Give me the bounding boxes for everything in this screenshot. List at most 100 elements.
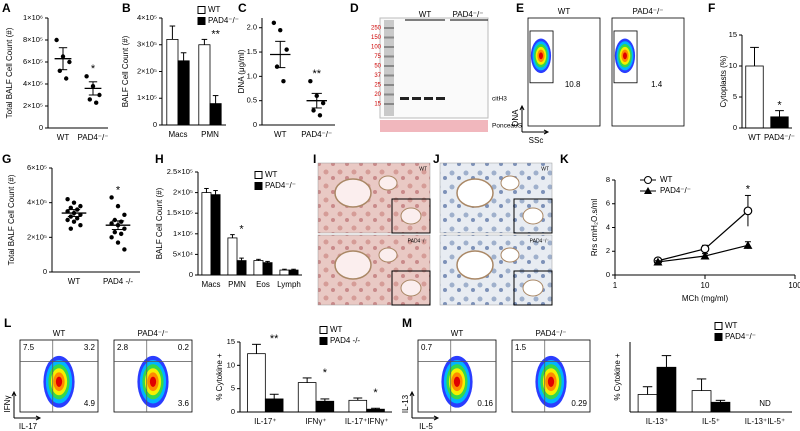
data-point xyxy=(122,226,127,231)
y-tick-label: 6×10⁵ xyxy=(23,57,43,66)
y-tick-label: 1.5×10⁵ xyxy=(167,208,193,217)
y-axis-label: Total BALF Cell Count (#) xyxy=(7,174,16,265)
protein-band xyxy=(400,97,409,100)
data-point xyxy=(71,219,77,224)
bar xyxy=(253,260,264,276)
legend-swatch xyxy=(254,182,263,190)
y-axis-label: Cytoplasts (%) xyxy=(719,55,728,107)
data-point xyxy=(653,257,663,266)
bar xyxy=(297,382,317,413)
airway xyxy=(400,279,422,297)
data-point xyxy=(320,100,326,106)
bar xyxy=(745,65,764,129)
y-tick-label: 1.5 xyxy=(247,47,257,56)
legend-label: PAD4⁻/⁻ xyxy=(660,186,691,195)
significance: * xyxy=(239,224,244,236)
significance: * xyxy=(91,63,96,75)
data-point xyxy=(271,20,277,26)
y-tick-label: 3×10⁵ xyxy=(137,40,157,49)
ladder-band xyxy=(384,103,394,105)
density-blob xyxy=(538,52,543,60)
density-blob xyxy=(55,376,63,387)
legend-marker xyxy=(644,187,652,194)
y-tick-label: 0 xyxy=(231,407,235,416)
axis-label: IFNγ xyxy=(3,396,12,413)
panel-letter: M xyxy=(402,316,412,330)
axis-arrow xyxy=(11,390,42,421)
data-point xyxy=(109,195,114,200)
ladder-band xyxy=(384,36,394,39)
ladder-band xyxy=(384,65,394,67)
x-tick-label: PAD4⁻/⁻ xyxy=(301,130,332,139)
plot-title: PAD4⁻/⁻ xyxy=(536,329,567,338)
legend-swatch xyxy=(714,322,723,330)
legend-label: WT xyxy=(725,321,738,330)
data-point xyxy=(308,79,313,84)
data-point xyxy=(78,223,83,228)
y-tick-label: 1×10⁵ xyxy=(137,93,157,102)
x-tick-label: IL-5⁺ xyxy=(702,417,720,426)
bar xyxy=(710,401,731,413)
x-tick-label: PAD4⁻/⁻ xyxy=(764,133,795,142)
y-tick-label: 5 xyxy=(733,92,737,101)
airway xyxy=(334,178,372,208)
y-tick-label: 2×10⁵ xyxy=(23,101,43,110)
data-point xyxy=(743,206,753,216)
y-tick-label: 1.0 xyxy=(247,71,257,80)
ladder-label: 25 xyxy=(374,83,381,89)
y-axis-label: BALF Cell Count (#) xyxy=(155,187,164,259)
significance: ** xyxy=(312,68,321,80)
x-tick-label: WT xyxy=(68,277,81,286)
significance: * xyxy=(373,387,378,399)
data-point xyxy=(281,79,286,84)
data-point xyxy=(68,205,74,211)
y-axis-label: Total BALF Cell Count (#) xyxy=(5,27,14,118)
panel-letter: H xyxy=(155,152,164,166)
x-tick-label: IL-13⁺ xyxy=(646,417,668,426)
legend-label: PAD4⁻/⁻ xyxy=(265,181,296,190)
data-point xyxy=(112,229,118,235)
ladder-label: 37 xyxy=(374,73,381,79)
significance: * xyxy=(116,184,121,196)
y-tick-label: 0 xyxy=(189,270,193,279)
quadrant-value: 4.9 xyxy=(84,399,96,408)
data-point xyxy=(71,200,77,205)
micrograph-label: WT xyxy=(419,166,427,172)
quadrant-value: 7.5 xyxy=(23,343,35,352)
significance: ** xyxy=(211,28,220,40)
legend-swatch xyxy=(254,171,263,179)
legend-label: WT xyxy=(330,325,343,334)
micrograph-label: PAD4⁻/⁻ xyxy=(530,238,550,244)
lane-label: WT xyxy=(419,10,432,19)
y-tick-label: 0 xyxy=(733,123,737,132)
y-tick-label: 6×10⁵ xyxy=(27,163,47,172)
y-tick-label: 2×10⁵ xyxy=(173,188,193,197)
quadrant-value: 0.29 xyxy=(571,399,587,408)
y-axis-label: Rrs cmH₂O.s/ml xyxy=(590,199,599,257)
protein-band xyxy=(412,97,421,100)
bar xyxy=(315,400,335,413)
quadrant-value: 1.5 xyxy=(515,343,527,352)
ladder-label: 250 xyxy=(371,26,382,32)
data-point xyxy=(274,64,280,69)
axis-label: IL-5 xyxy=(419,422,433,431)
density-blob xyxy=(149,376,157,387)
plot-title: PAD4⁻/⁻ xyxy=(138,329,169,338)
micrograph-label: WT xyxy=(541,166,549,172)
airway xyxy=(500,247,520,263)
airway xyxy=(500,175,520,191)
data-point xyxy=(115,203,121,209)
x-tick-label: PMN xyxy=(228,280,246,289)
y-tick-label: 4 xyxy=(606,222,610,231)
x-axis-label: MCh (mg/ml) xyxy=(682,294,729,303)
bar xyxy=(210,194,221,276)
bar xyxy=(279,269,290,276)
y-tick-label: 15 xyxy=(729,30,737,39)
bar xyxy=(348,399,368,413)
legend-swatch xyxy=(197,17,206,25)
y-tick-label: 2×10⁵ xyxy=(27,232,47,241)
x-tick-label: IFNγ⁺ xyxy=(305,417,326,426)
x-tick-label: 100 xyxy=(788,281,800,290)
ladder-lane xyxy=(384,20,394,116)
